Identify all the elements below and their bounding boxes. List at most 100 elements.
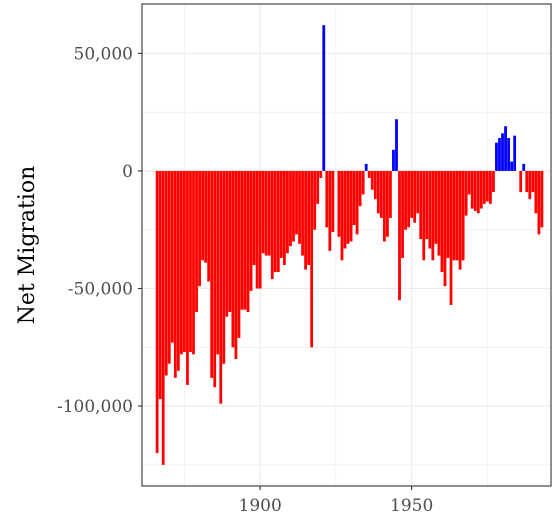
bar-1907: [279, 170, 283, 258]
bar-1975: [485, 170, 489, 202]
bar-1900: [258, 170, 262, 289]
bar-1889: [225, 170, 229, 317]
bar-1954: [422, 170, 426, 261]
bar-1893: [237, 170, 241, 338]
bar-1912: [295, 170, 298, 235]
bar-1873: [176, 170, 180, 371]
x-tick-label: 1900: [239, 496, 282, 516]
bar-1957: [431, 170, 435, 261]
bar-1983: [510, 161, 514, 171]
bar-1899: [255, 170, 259, 289]
bar-1953: [419, 170, 423, 240]
bar-1904: [270, 170, 274, 280]
bar-1974: [482, 170, 486, 204]
bar-1962: [446, 170, 450, 258]
panel-border: [141, 3, 552, 487]
y-tick-label: 0: [122, 162, 133, 182]
bar-1903: [267, 170, 271, 256]
bar-1993: [540, 170, 544, 228]
bar-1969: [467, 170, 471, 195]
bar-1977: [492, 170, 495, 193]
bar-1911: [292, 170, 295, 242]
bar-1920: [319, 170, 323, 178]
bar-1910: [289, 170, 292, 247]
axis-ticks: 1900 1950 50,000 0 -50,000 -100,000: [57, 44, 433, 516]
bar-1978: [495, 142, 498, 171]
y-tick-label: -50,000: [68, 279, 133, 299]
bar-1928: [343, 170, 347, 249]
bar-1950: [410, 170, 414, 218]
bar-1938: [373, 170, 377, 200]
bar-1980: [501, 133, 504, 171]
bar-1958: [434, 170, 438, 244]
bar-1872: [173, 170, 177, 378]
bar-1922: [325, 170, 329, 228]
bar-1990: [531, 170, 535, 193]
bar-1914: [301, 170, 304, 256]
bar-1909: [286, 170, 289, 254]
bar-1930: [349, 170, 353, 242]
bar-1988: [525, 170, 529, 193]
bar-1929: [346, 170, 350, 244]
bar-1883: [207, 170, 211, 282]
bar-1960: [440, 170, 444, 273]
bar-1924: [331, 170, 335, 233]
bar-1941: [382, 170, 386, 242]
bar-1892: [234, 170, 238, 360]
bar-1946: [398, 170, 401, 301]
bar-1959: [437, 170, 441, 256]
bar-1916: [307, 170, 311, 265]
bar-1970: [470, 170, 474, 209]
bar-1972: [476, 170, 480, 214]
bar-1869: [164, 170, 168, 376]
bar-1956: [428, 170, 432, 249]
bar-1885: [213, 170, 217, 388]
bar-1949: [407, 170, 410, 228]
bar-1905: [273, 170, 277, 273]
bar-1927: [340, 170, 344, 261]
bar-1948: [404, 170, 407, 230]
bar-1951: [413, 170, 417, 223]
bar-1918: [313, 170, 317, 230]
bar-1931: [352, 170, 356, 226]
bar-1884: [210, 170, 214, 378]
bar-1866: [155, 170, 159, 454]
x-tick-label: 1950: [390, 496, 433, 516]
bar-1943: [389, 170, 392, 218]
bar-1989: [528, 170, 532, 200]
bars: [155, 25, 544, 465]
bar-1984: [513, 135, 517, 171]
bar-1992: [537, 170, 541, 235]
bar-1963: [449, 170, 453, 305]
bar-1966: [458, 170, 462, 270]
bar-1895: [243, 170, 247, 310]
bar-1886: [216, 170, 220, 355]
bar-1921: [322, 25, 326, 171]
y-tick-label: 50,000: [74, 44, 133, 64]
bar-1973: [479, 170, 483, 209]
bar-1939: [376, 170, 380, 214]
bar-1888: [222, 170, 226, 364]
bar-1986: [519, 170, 523, 193]
bar-1952: [416, 170, 420, 214]
bar-1867: [158, 170, 162, 400]
bar-1906: [276, 170, 280, 273]
bar-1945: [395, 119, 398, 171]
bar-1875: [183, 170, 186, 352]
bar-1971: [473, 170, 477, 211]
bar-1979: [498, 138, 501, 171]
bar-1881: [201, 170, 204, 261]
bar-1955: [425, 170, 429, 240]
bar-1923: [328, 170, 332, 251]
bar-1917: [310, 170, 314, 348]
bar-1967: [461, 170, 465, 261]
bar-1937: [370, 170, 374, 190]
bar-1896: [246, 170, 250, 313]
bar-1976: [489, 170, 492, 204]
bar-1880: [198, 170, 201, 287]
bar-1891: [231, 170, 235, 348]
bar-1936: [367, 170, 371, 178]
bar-1870: [167, 170, 171, 364]
bar-1898: [252, 170, 256, 265]
